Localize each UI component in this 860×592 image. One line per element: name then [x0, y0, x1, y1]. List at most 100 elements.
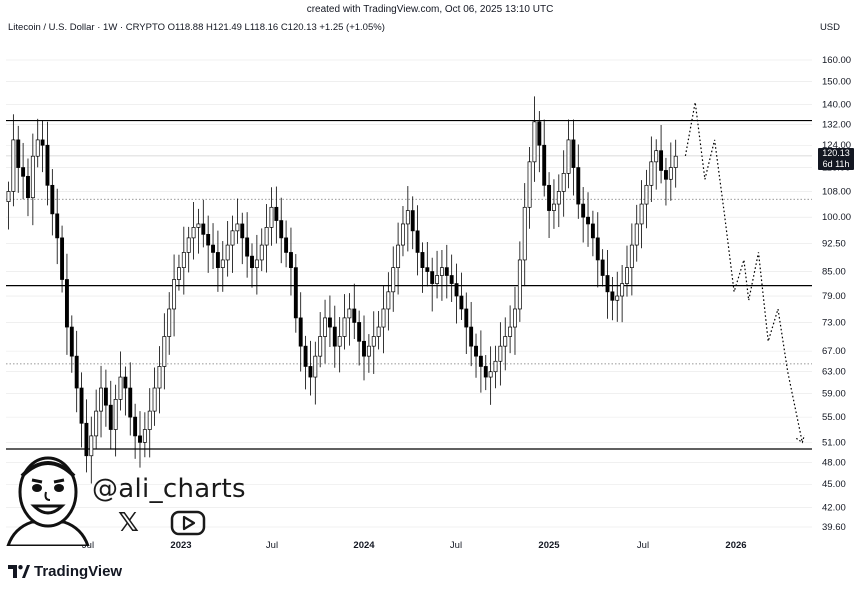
candle-body	[332, 326, 337, 347]
candle-body	[308, 366, 313, 378]
candle-body	[337, 336, 342, 347]
candle-body	[293, 267, 298, 319]
candle-body	[201, 223, 206, 235]
candle-body	[79, 387, 84, 424]
candle-body	[649, 161, 654, 186]
candle-body	[196, 223, 201, 228]
support-resistance-lines	[6, 119, 812, 450]
candle-body	[167, 308, 172, 337]
candle-body	[488, 371, 493, 378]
y-tick-label: 124.00	[822, 140, 851, 151]
candle-body	[435, 275, 440, 284]
symbol-info[interactable]: Litecoin / U.S. Dollar · 1W · CRYPTO O11…	[8, 22, 385, 33]
candle-body	[401, 223, 405, 246]
candle-body	[45, 144, 50, 186]
candle-body	[522, 206, 527, 261]
tradingview-logo-icon	[8, 565, 30, 578]
candle-body	[532, 121, 537, 163]
candle-body	[84, 422, 89, 457]
candle-body	[133, 416, 138, 437]
candle-body	[157, 366, 162, 389]
candle-body	[366, 345, 371, 357]
candle-body	[123, 376, 128, 389]
candle-body	[556, 191, 561, 205]
candle-body	[313, 355, 318, 378]
time-axis[interactable]: Jul2023Jul2024Jul2025Jul2026	[82, 540, 747, 551]
candle-body	[303, 345, 308, 367]
candle-body	[289, 252, 293, 268]
candle-body	[371, 336, 376, 347]
candle-body	[625, 267, 629, 284]
projection-arrowhead	[795, 435, 805, 444]
currency-label[interactable]: USD	[819, 22, 840, 33]
projection-path	[684, 102, 805, 444]
candle-body	[600, 259, 605, 276]
avatar-icon	[6, 456, 90, 546]
bar-countdown: 6d 11h	[822, 158, 850, 169]
y-tick-label: 45.00	[822, 479, 846, 490]
candle-body	[245, 237, 250, 257]
candle-body	[386, 291, 391, 310]
candle-body	[186, 237, 191, 253]
candle-body	[454, 283, 459, 297]
candle-body	[376, 326, 381, 337]
candle-body	[537, 121, 542, 146]
candle-body	[444, 267, 449, 276]
candle-body	[469, 326, 474, 347]
candle-body	[279, 220, 284, 239]
candle-body	[11, 139, 16, 192]
candle-body	[586, 216, 590, 225]
candle-body	[357, 322, 362, 342]
candle-body	[415, 230, 420, 253]
candle-body	[478, 355, 483, 367]
x-icon: 𝕏	[118, 508, 139, 538]
x-tick-label: Jul	[266, 540, 278, 551]
candle-body	[513, 308, 517, 328]
candle-body	[634, 223, 639, 246]
candle-body	[673, 155, 678, 168]
candle-body	[668, 167, 673, 180]
candle-body	[30, 155, 35, 199]
candle-body	[464, 308, 469, 328]
candle-body	[142, 429, 147, 443]
y-tick-label: 160.00	[822, 55, 851, 66]
candle-body	[483, 366, 488, 378]
candle-body	[35, 139, 40, 157]
candle-body	[449, 275, 454, 284]
candle-body	[318, 336, 323, 357]
candle-body	[40, 139, 45, 146]
candle-body	[50, 184, 55, 215]
candle-body	[225, 244, 230, 261]
candle-body	[323, 317, 328, 337]
candle-body	[459, 295, 464, 310]
candle-body	[639, 203, 644, 225]
y-tick-label: 73.00	[822, 317, 846, 328]
candle-body	[69, 326, 74, 357]
candle-body	[206, 233, 211, 246]
candle-body	[26, 175, 30, 199]
candle-body	[103, 387, 108, 406]
candle-body	[298, 317, 303, 347]
candle-body	[410, 210, 415, 232]
candle-body	[425, 267, 430, 272]
candle-body	[430, 271, 435, 284]
y-tick-label: 108.00	[822, 186, 851, 197]
candle-body	[152, 387, 157, 412]
price-axis[interactable]: 160.00150.00140.00132.00124.00116.00108.…	[822, 55, 851, 533]
candle-body	[113, 399, 118, 430]
candle-body	[250, 255, 254, 268]
candle-body	[605, 275, 610, 293]
candle-body	[191, 227, 196, 239]
projection-line	[684, 102, 803, 443]
y-tick-label: 140.00	[822, 100, 851, 111]
y-tick-label: 51.00	[822, 437, 846, 448]
candle-body	[527, 161, 532, 208]
candle-body	[74, 355, 79, 389]
candle-body	[659, 150, 664, 171]
candle-body	[571, 139, 576, 168]
candle-body	[474, 345, 478, 357]
y-tick-label: 39.60	[822, 522, 846, 533]
y-tick-label: 48.00	[822, 458, 846, 469]
candle-body	[629, 244, 634, 268]
